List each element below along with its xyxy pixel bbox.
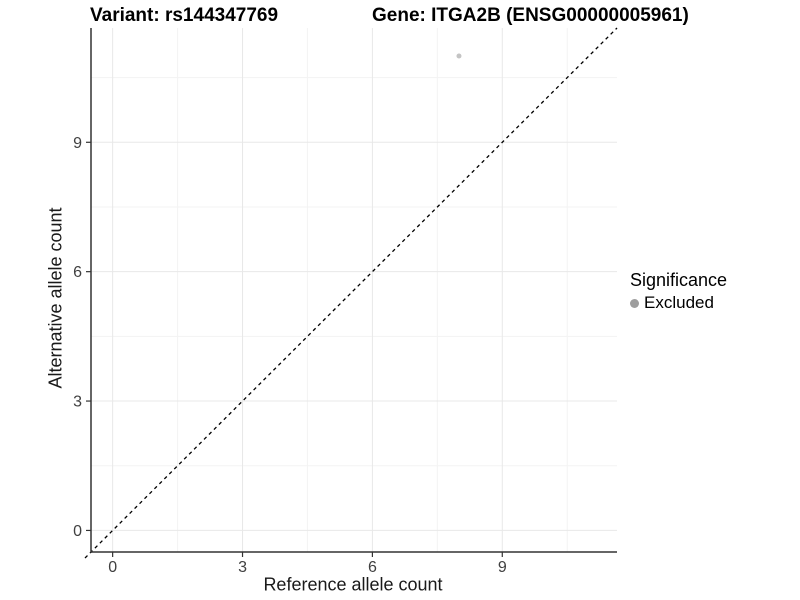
x-tick-label: 3 xyxy=(238,559,247,576)
y-tick-label: 0 xyxy=(73,523,82,540)
legend-entry-label: Excluded xyxy=(644,293,714,312)
y-axis-title: Alternative allele count xyxy=(45,207,66,389)
y-tick-label: 6 xyxy=(73,264,82,281)
legend-title: Significance xyxy=(630,270,728,290)
variant-title: Variant: rs144347769 xyxy=(90,5,279,26)
legend: Significance Excluded xyxy=(630,270,795,313)
y-tick-label: 3 xyxy=(73,394,82,411)
x-tick-label: 6 xyxy=(368,559,377,576)
x-axis-title: Reference allele count xyxy=(263,574,443,595)
x-tick-label: 9 xyxy=(498,559,507,576)
gene-title: Gene: ITGA2B (ENSG00000005961) xyxy=(372,5,689,26)
y-tick-label: 9 xyxy=(73,135,82,152)
excluded-point-icon xyxy=(630,298,639,308)
identity-line xyxy=(84,27,618,559)
legend-entry-excluded: Excluded xyxy=(630,293,795,313)
data-point xyxy=(456,53,462,59)
x-tick-label: 0 xyxy=(108,559,117,576)
